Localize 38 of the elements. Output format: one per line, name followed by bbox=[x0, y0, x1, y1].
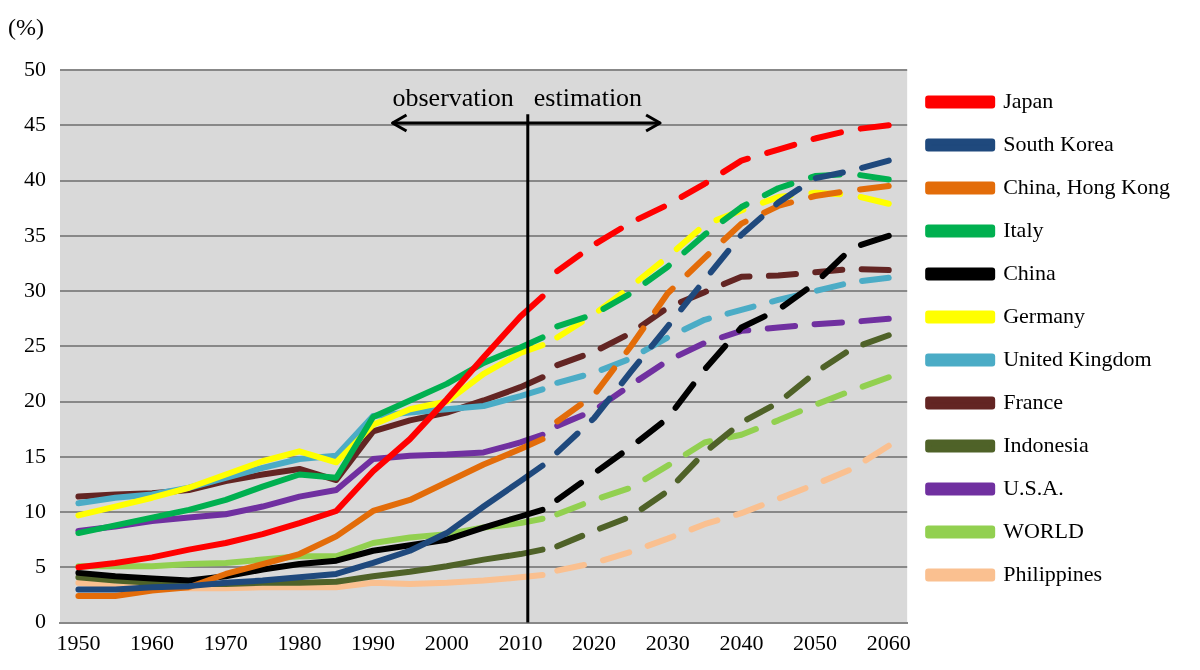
legend-label: WORLD bbox=[1003, 517, 1084, 543]
legend-label: South Korea bbox=[1003, 130, 1114, 156]
y-tick-label: 45 bbox=[24, 111, 46, 137]
y-tick-label: 30 bbox=[24, 276, 46, 302]
legend-label: United Kingdom bbox=[1003, 345, 1152, 371]
legend-label: France bbox=[1003, 388, 1064, 414]
x-tick-label: 1950 bbox=[56, 629, 101, 655]
y-tick-label: 20 bbox=[24, 387, 46, 413]
y-axis-title: (%) bbox=[8, 14, 44, 40]
legend-label: Indonesia bbox=[1003, 431, 1089, 457]
x-tick-label: 2050 bbox=[793, 629, 838, 655]
y-tick-label: 25 bbox=[24, 332, 46, 358]
x-tick-label: 2060 bbox=[866, 629, 911, 655]
annotation: observation bbox=[392, 83, 514, 112]
y-tick-label: 40 bbox=[24, 166, 46, 192]
y-tick-label: 15 bbox=[24, 442, 46, 468]
legend-label: China, Hong Kong bbox=[1003, 173, 1170, 199]
legend-label: U.S.A. bbox=[1003, 474, 1064, 500]
legend-label: Germany bbox=[1003, 302, 1086, 328]
x-tick-label: 2020 bbox=[572, 629, 617, 655]
y-tick-label: 10 bbox=[24, 497, 46, 523]
x-tick-label: 1960 bbox=[130, 629, 175, 655]
legend-label: China bbox=[1003, 259, 1056, 285]
y-tick-label: 0 bbox=[35, 608, 46, 634]
legend-label: Japan bbox=[1003, 87, 1054, 113]
x-tick-label: 1970 bbox=[203, 629, 248, 655]
y-tick-label: 35 bbox=[24, 221, 46, 247]
x-tick-label: 2040 bbox=[719, 629, 764, 655]
x-tick-label: 2030 bbox=[645, 629, 690, 655]
x-tick-label: 1990 bbox=[351, 629, 396, 655]
x-tick-label: 1980 bbox=[277, 629, 322, 655]
y-tick-label: 50 bbox=[24, 55, 46, 81]
annotation: estimation bbox=[533, 83, 643, 112]
legend-label: Italy bbox=[1003, 216, 1044, 242]
legend-label: Philippines bbox=[1003, 560, 1103, 586]
y-tick-label: 5 bbox=[35, 553, 46, 579]
x-tick-label: 2010 bbox=[498, 629, 543, 655]
x-tick-label: 2000 bbox=[424, 629, 469, 655]
